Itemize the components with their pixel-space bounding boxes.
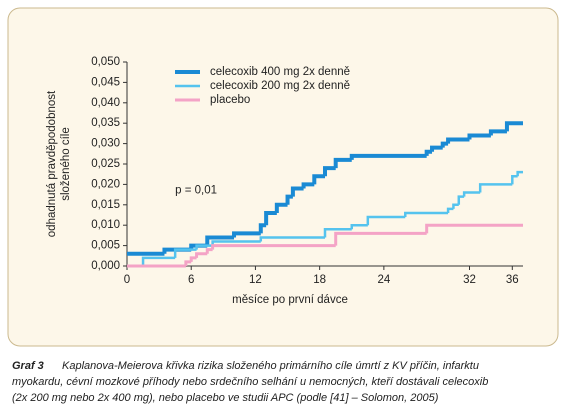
step-segment <box>184 260 192 266</box>
step-segment <box>274 202 288 213</box>
step-segment <box>404 211 449 218</box>
y-tick-label: 0,030 <box>91 138 120 150</box>
step-segment <box>211 244 336 250</box>
y-tick-label: 0,005 <box>91 240 120 252</box>
step-segment <box>430 145 443 152</box>
x-tick-label: 24 <box>377 274 390 286</box>
step-segment <box>349 153 427 160</box>
x-tick-label: 6 <box>188 274 194 286</box>
step-segment <box>301 182 315 189</box>
y-tick-label: 0,000 <box>91 260 120 272</box>
step-segment <box>189 256 197 262</box>
y-tick-label: 0,035 <box>91 117 120 129</box>
step-segment <box>195 244 213 250</box>
y-axis-label: odhadnutá pravděpodobnost <box>46 90 58 237</box>
step-segment <box>232 231 261 238</box>
step-segment <box>516 170 523 177</box>
step-segment <box>334 231 427 246</box>
step-segment <box>446 207 454 213</box>
step-segment <box>323 228 352 238</box>
y-tick-label: 0,015 <box>91 199 120 211</box>
step-segment <box>366 215 406 226</box>
step-segment <box>452 203 459 209</box>
y-tick-label: 0,040 <box>91 97 120 109</box>
y-tick-label: 0,045 <box>91 76 120 88</box>
legend-label: placebo <box>210 94 250 106</box>
legend-label: celecoxib 400 mg 2x denně <box>210 66 350 78</box>
x-tick-label: 18 <box>313 274 326 286</box>
step-segment <box>478 183 513 193</box>
step-segment <box>467 133 491 140</box>
step-segment <box>457 195 465 205</box>
frame <box>7 7 559 347</box>
step-segment <box>511 174 518 185</box>
annotation: p = 0,01 <box>175 185 217 197</box>
step-segment <box>488 129 507 136</box>
step-segment <box>446 137 470 144</box>
x-axis-label: měsíce po první dávce <box>232 294 348 306</box>
step-segment <box>350 223 368 230</box>
caption-line: (2x 200 mg nebo 2x 400 mg), nebo placebo… <box>12 392 439 404</box>
y-tick-label: 0,025 <box>91 158 120 170</box>
step-segment <box>195 252 208 258</box>
caption-line: Kaplanova-Meierova křivka rizika složené… <box>62 360 479 372</box>
x-tick-label: 32 <box>463 274 476 286</box>
step-segment <box>205 235 235 246</box>
step-segment <box>264 210 277 226</box>
step-segment <box>173 248 197 258</box>
x-tick-label: 36 <box>506 274 519 286</box>
y-tick-label: 0,050 <box>91 56 120 68</box>
x-tick-label: 12 <box>249 274 262 286</box>
step-segment <box>205 248 213 254</box>
step-segment <box>323 166 336 177</box>
step-segment <box>259 236 325 242</box>
step-segment <box>290 186 304 197</box>
y-tick-label: 0,020 <box>91 178 120 190</box>
y-axis-label: složeného cíle <box>60 127 72 201</box>
legend-label: celecoxib 200 mg 2x denně <box>210 80 350 92</box>
step-segment <box>312 174 325 185</box>
caption-label: Graf 3 <box>12 360 44 372</box>
step-segment <box>462 191 481 197</box>
caption-line: myokardu, cévní mozkové příhody nebo srd… <box>12 376 488 388</box>
step-segment <box>425 223 523 234</box>
y-tick-label: 0,010 <box>91 219 120 231</box>
step-segment <box>504 121 523 132</box>
step-segment <box>141 256 176 266</box>
step-segment <box>333 157 352 169</box>
x-tick-label: 0 <box>124 274 130 286</box>
